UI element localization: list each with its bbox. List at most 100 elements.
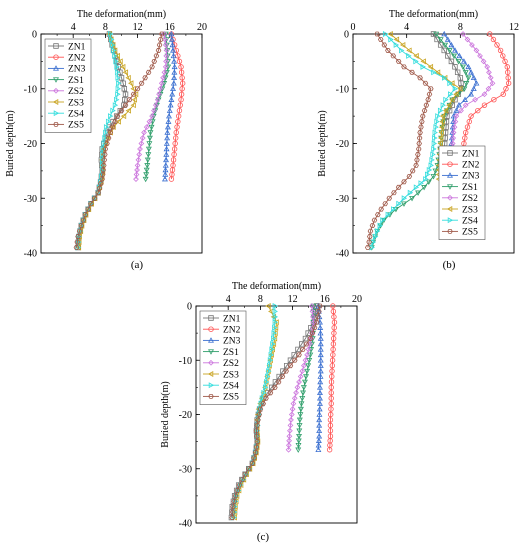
data-point (452, 64, 458, 70)
data-point (162, 171, 169, 177)
data-point (285, 446, 292, 453)
data-point (99, 176, 105, 182)
data-point (505, 75, 511, 81)
data-point (391, 206, 397, 213)
legend-label: ZN3 (462, 172, 480, 182)
data-point (115, 85, 122, 92)
data-point (302, 357, 309, 364)
data-point (254, 439, 260, 445)
data-point (460, 64, 466, 70)
data-point (169, 41, 176, 48)
data-point (273, 319, 279, 326)
data-point (262, 384, 269, 391)
y-tick-label: -10 (179, 356, 192, 367)
x-tick-label: 8 (103, 22, 108, 33)
legend-label: ZS5 (223, 393, 239, 403)
data-point (458, 107, 464, 114)
x-tick-label: 8 (458, 22, 463, 33)
data-point (179, 80, 186, 86)
data-point (378, 206, 384, 212)
data-point (422, 80, 429, 86)
data-point (295, 346, 301, 353)
legend-label: ZS2 (223, 359, 239, 369)
data-point (101, 140, 107, 147)
data-point (234, 492, 240, 499)
data-point (103, 129, 109, 136)
data-point (431, 69, 437, 76)
legend-marker (53, 54, 59, 60)
data-point (287, 363, 294, 369)
data-point (328, 379, 335, 385)
data-point (429, 156, 435, 163)
data-point (173, 135, 179, 141)
data-point (178, 64, 184, 70)
data-point (165, 118, 172, 124)
data-point (432, 168, 439, 174)
data-point (106, 31, 112, 37)
data-point (142, 176, 149, 183)
legend-label: ZS1 (462, 183, 478, 193)
data-point (438, 124, 445, 131)
data-point (418, 180, 424, 187)
data-point (254, 433, 260, 439)
data-point (266, 368, 272, 375)
data-point (110, 41, 116, 48)
data-point (424, 171, 431, 178)
data-point (288, 417, 294, 423)
data-point (487, 31, 493, 37)
y-axis-label: Buried depth(m) (5, 110, 16, 176)
data-point (171, 63, 178, 70)
legend-marker (208, 359, 214, 366)
legend-box (44, 38, 92, 133)
data-point (287, 422, 294, 429)
data-point (179, 75, 185, 81)
data-point (421, 108, 428, 114)
legend-label: ZN2 (223, 326, 241, 336)
data-point (163, 70, 170, 76)
data-point (102, 152, 108, 157)
data-point (144, 157, 151, 164)
data-point (115, 64, 121, 70)
data-point (165, 64, 172, 70)
data-point (454, 69, 461, 76)
data-point (451, 47, 458, 53)
data-point (114, 52, 120, 59)
data-point (375, 212, 381, 218)
data-point (401, 64, 407, 70)
data-point (251, 455, 257, 461)
x-tick-label: 12 (509, 22, 519, 33)
data-point (417, 130, 423, 135)
data-point (288, 411, 295, 418)
data-point (485, 85, 492, 92)
data-point (458, 80, 464, 86)
y-tick-label: -30 (336, 194, 349, 205)
data-point (434, 118, 440, 125)
data-point (426, 166, 433, 173)
data-point (145, 152, 152, 158)
data-point (115, 91, 121, 98)
data-point (141, 129, 147, 136)
data-point (453, 91, 459, 98)
x-axis-label: The deformation(mm) (232, 281, 321, 292)
legend-marker (207, 371, 214, 377)
data-point (435, 113, 441, 120)
x-tick-label: 0 (351, 22, 356, 33)
data-point (329, 362, 336, 369)
data-point (272, 324, 278, 331)
legend-marker (447, 194, 453, 201)
legend-marker (208, 315, 214, 321)
data-point (406, 52, 412, 59)
data-point (449, 123, 456, 130)
data-point (452, 85, 459, 92)
data-point (126, 97, 133, 103)
data-point (317, 340, 324, 347)
data-point (441, 47, 447, 54)
data-point (386, 195, 392, 201)
data-point (242, 471, 248, 477)
data-point (413, 52, 419, 59)
data-point (387, 31, 393, 37)
x-tick-label: 20 (352, 294, 362, 305)
data-point (449, 80, 455, 87)
data-point (163, 145, 170, 152)
data-point (441, 30, 448, 37)
